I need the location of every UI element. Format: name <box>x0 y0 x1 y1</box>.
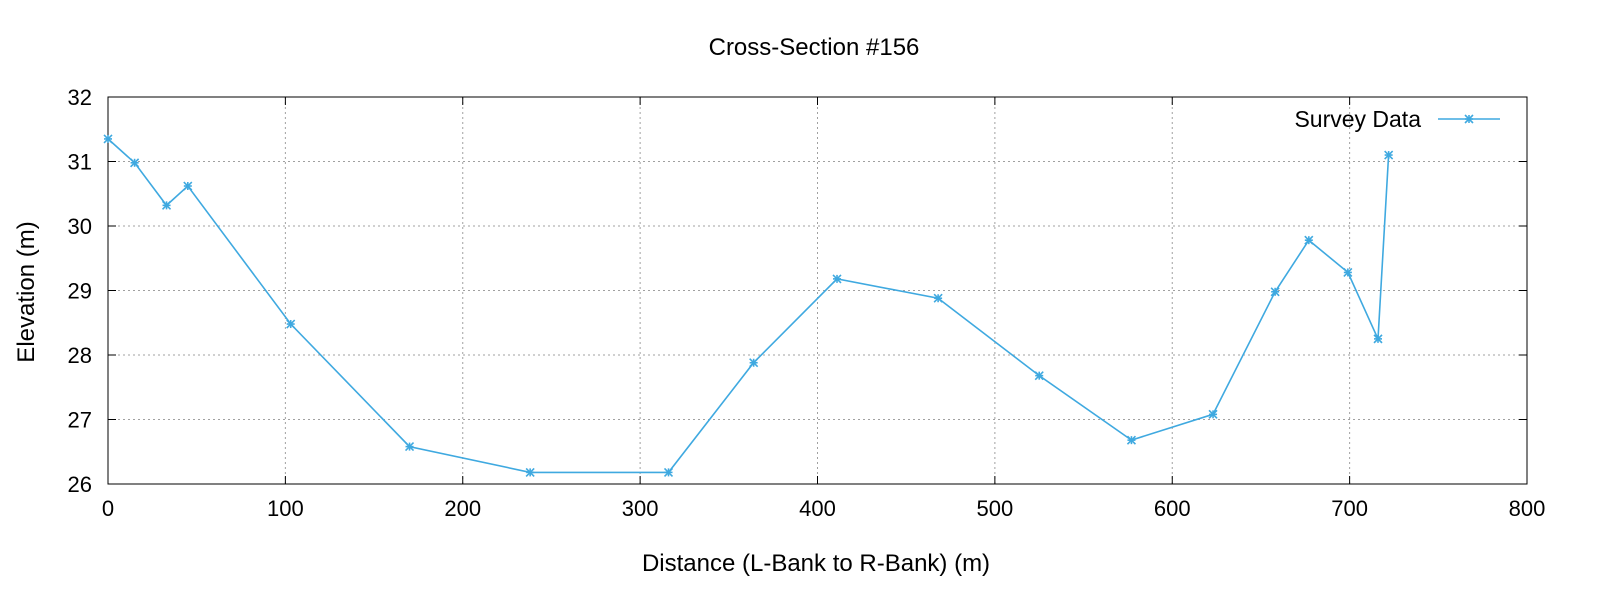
x-tick-label: 600 <box>1154 496 1191 521</box>
data-point <box>404 442 415 452</box>
data-point <box>1208 409 1218 419</box>
data-point <box>1270 287 1280 297</box>
data-point <box>161 200 172 210</box>
x-tick-label: 500 <box>977 496 1014 521</box>
data-point <box>1304 235 1314 245</box>
y-axis-label: Elevation (m) <box>13 221 40 362</box>
legend-marker-symbol <box>1464 114 1474 124</box>
axis-ticks: 0 100 200 300 400 500 600 700 800 26 27 28 29 30 31 32 <box>68 85 1546 521</box>
data-point <box>933 293 943 303</box>
data-point <box>749 358 759 368</box>
x-tick-label: 700 <box>1331 496 1368 521</box>
x-axis-label: Distance (L-Bank to R-Bank) (m) <box>642 550 990 577</box>
data-point <box>525 467 535 477</box>
series-layer <box>103 134 1394 477</box>
x-tick-label: 100 <box>267 496 304 521</box>
y-tick-label: 29 <box>68 279 92 304</box>
x-tick-label: 0 <box>102 496 114 521</box>
data-point <box>130 158 140 168</box>
x-tick-label: 400 <box>799 496 836 521</box>
chart-title: Cross-Section #156 <box>709 34 920 61</box>
y-tick-label: 27 <box>68 408 92 433</box>
x-tick-label: 200 <box>444 496 481 521</box>
grid <box>108 97 1527 484</box>
legend-marker <box>1464 114 1474 124</box>
data-point <box>286 319 296 329</box>
data-point <box>1034 371 1044 381</box>
data-point <box>103 134 113 144</box>
y-tick-label: 26 <box>68 472 92 497</box>
x-tick-label: 800 <box>1509 496 1546 521</box>
data-point <box>1373 334 1383 344</box>
data-point <box>1343 267 1353 278</box>
series-line-survey-data <box>107 138 1390 474</box>
data-point <box>1126 435 1137 445</box>
data-point <box>832 274 842 284</box>
x-tick-label: 300 <box>622 496 659 521</box>
data-point <box>1384 150 1394 160</box>
legend: Survey Data <box>1294 106 1500 132</box>
data-point <box>183 181 193 191</box>
y-tick-label: 31 <box>68 150 92 175</box>
y-tick-label: 30 <box>68 214 92 239</box>
y-tick-label: 32 <box>68 85 92 110</box>
y-tick-label: 28 <box>68 343 92 368</box>
legend-label-survey-data: Survey Data <box>1294 106 1421 132</box>
data-point <box>663 467 674 477</box>
